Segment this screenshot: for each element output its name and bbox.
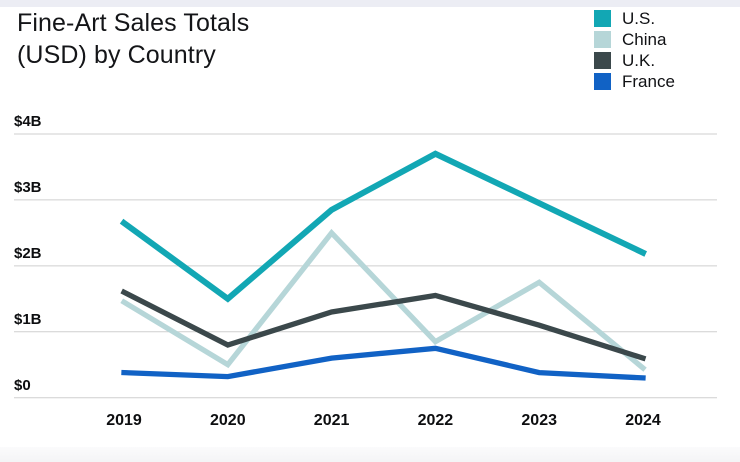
legend-label: China bbox=[622, 30, 667, 49]
chart-title: Fine-Art Sales Totals (USD) by Country bbox=[17, 7, 249, 71]
y-axis-tick-label: $4B bbox=[14, 112, 42, 130]
x-axis-tick-label: 2021 bbox=[313, 412, 350, 429]
chart-title-line1: Fine-Art Sales Totals bbox=[17, 9, 250, 37]
x-axis-tick-label: 2022 bbox=[417, 412, 454, 429]
legend-item-china: China bbox=[594, 31, 675, 48]
legend-label: U.S. bbox=[622, 9, 656, 28]
legend: U.S. China U.K. France bbox=[594, 10, 675, 94]
y-axis-tick-label: $1B bbox=[14, 310, 42, 328]
legend-label: France bbox=[622, 72, 675, 91]
series-line-france bbox=[121, 345, 646, 381]
y-axis-tick-label: $2B bbox=[14, 244, 42, 262]
bottom-shade bbox=[0, 447, 740, 462]
legend-swatch-icon bbox=[594, 73, 611, 90]
series-line-china bbox=[120, 228, 647, 372]
window-top-strip bbox=[0, 0, 740, 7]
series-line-u-k bbox=[120, 288, 647, 362]
legend-swatch-icon bbox=[594, 10, 611, 27]
legend-item-u-s: U.S. bbox=[594, 10, 675, 27]
series-line-u-s bbox=[119, 150, 647, 303]
x-axis-tick-label: 2024 bbox=[625, 412, 661, 429]
y-axis-tick-label: $3B bbox=[14, 178, 42, 196]
x-axis-tick-label: 2019 bbox=[106, 412, 142, 429]
legend-item-france: France bbox=[594, 73, 675, 90]
x-axis-tick-label: 2023 bbox=[521, 412, 557, 429]
legend-swatch-icon bbox=[594, 31, 611, 48]
legend-item-u-k: U.K. bbox=[594, 52, 675, 69]
legend-label: U.K. bbox=[622, 51, 656, 70]
x-axis-tick-label: 2020 bbox=[210, 412, 246, 429]
y-axis-tick-label: $0 bbox=[14, 376, 31, 394]
chart-title-line2: (USD) by Country bbox=[17, 41, 216, 69]
legend-swatch-icon bbox=[594, 52, 611, 69]
